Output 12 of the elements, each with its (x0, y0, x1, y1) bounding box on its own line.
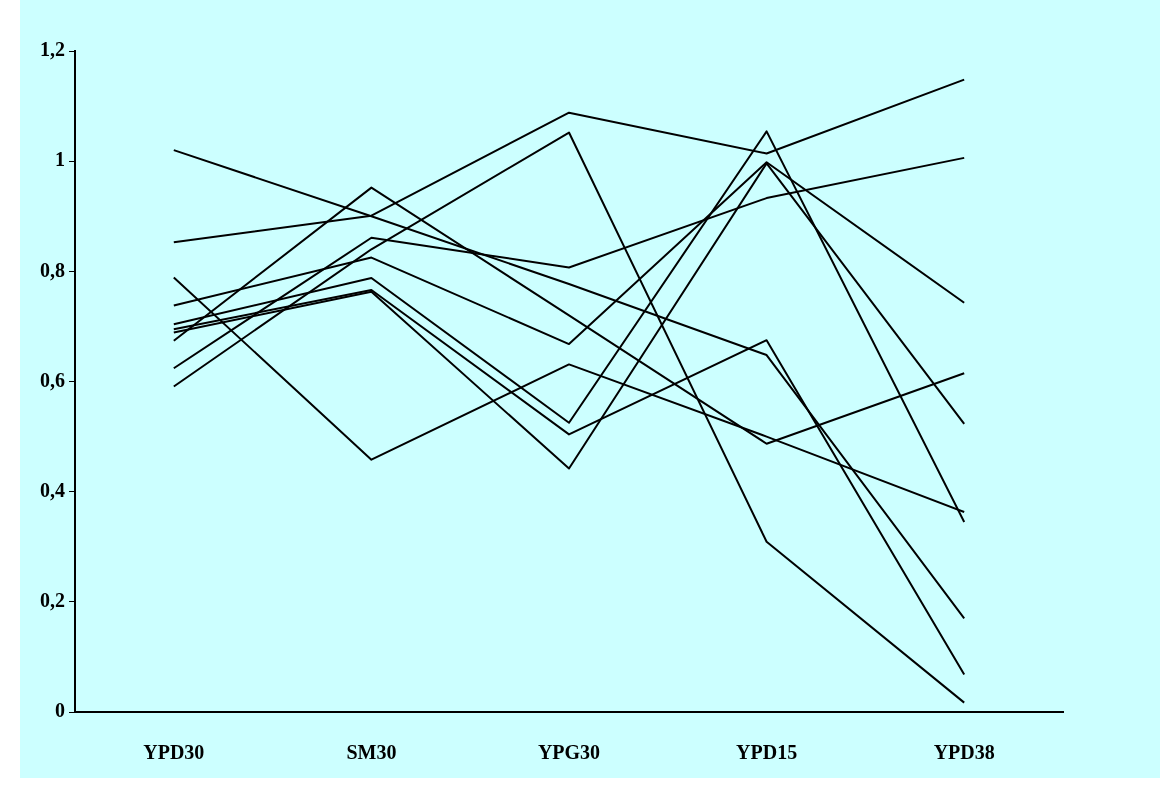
x-tick-label: YPD38 (933, 741, 995, 764)
y-tick-label: 0,6 (40, 368, 65, 391)
y-tick-label: 0,8 (40, 258, 65, 281)
x-tick-label: SM30 (346, 741, 397, 764)
y-tick-label: 1,2 (40, 38, 65, 61)
y-tick-label: 0,2 (40, 589, 65, 612)
y-tick-label: 0 (55, 699, 65, 722)
y-tick-label: 0,4 (40, 478, 65, 501)
x-tick-label: YPD15 (736, 741, 798, 764)
y-tick-label: 1 (55, 148, 65, 171)
x-tick-label: YPG30 (537, 741, 601, 764)
x-tick-label: YPD30 (143, 741, 205, 764)
